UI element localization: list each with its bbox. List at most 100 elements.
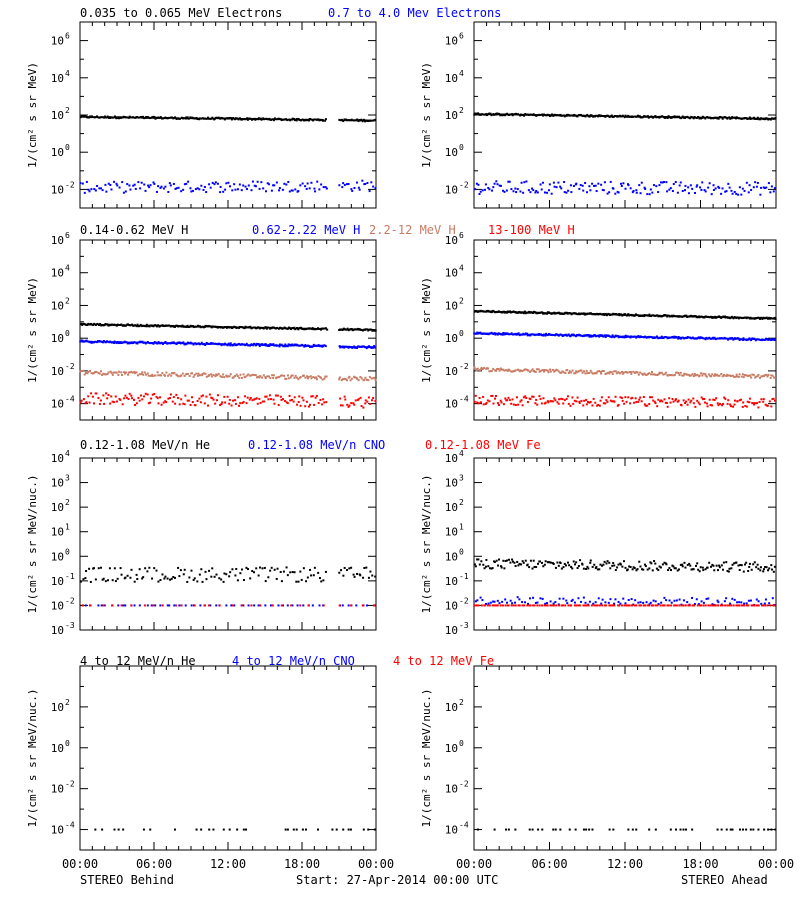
data-point — [229, 571, 232, 574]
y-tick-label-exponent: 6 — [65, 231, 70, 240]
data-point — [514, 601, 517, 604]
data-point — [617, 563, 620, 566]
data-point — [128, 392, 131, 395]
data-point — [656, 405, 659, 408]
data-point — [229, 342, 232, 345]
data-point — [500, 566, 503, 569]
data-point — [717, 117, 720, 120]
data-point — [677, 399, 680, 402]
data-point — [269, 398, 272, 401]
y-tick-label: 10 — [51, 599, 64, 612]
data-point — [87, 395, 90, 398]
data-point — [304, 828, 307, 831]
data-point — [576, 567, 579, 570]
data-point — [342, 182, 345, 185]
data-point — [620, 182, 623, 185]
data-point — [546, 602, 549, 605]
data-point — [88, 567, 91, 570]
data-point — [484, 602, 487, 605]
data-point — [508, 558, 511, 561]
series-protons-behind-2 — [79, 369, 377, 382]
data-point — [495, 604, 498, 607]
data-point — [159, 604, 162, 607]
data-point — [193, 577, 196, 580]
data-point — [552, 562, 555, 565]
data-point — [479, 331, 482, 334]
data-point — [718, 566, 721, 569]
data-point — [94, 578, 97, 581]
data-point — [610, 114, 613, 117]
data-point — [538, 604, 541, 607]
data-point — [535, 566, 538, 569]
data-point — [724, 604, 727, 607]
data-point — [531, 187, 534, 190]
data-point — [703, 189, 706, 192]
data-point — [531, 828, 534, 831]
data-point — [692, 397, 695, 400]
y-tick-label-exponent: 2 — [65, 698, 70, 707]
data-point — [233, 183, 236, 186]
data-point — [144, 567, 147, 570]
data-point — [247, 604, 250, 607]
data-point — [601, 564, 604, 567]
data-point — [524, 368, 527, 371]
data-point — [528, 566, 531, 569]
data-point — [541, 597, 544, 600]
data-point — [200, 568, 203, 571]
data-point — [706, 566, 709, 569]
data-point — [344, 398, 347, 401]
data-point — [645, 601, 648, 604]
data-point — [115, 371, 118, 374]
data-point — [648, 567, 651, 570]
data-point — [182, 341, 185, 344]
data-point — [253, 571, 256, 574]
data-point — [539, 397, 542, 400]
data-point — [717, 374, 720, 377]
data-point — [348, 567, 351, 570]
data-point — [565, 564, 568, 567]
data-point — [120, 604, 123, 607]
data-point — [529, 191, 532, 194]
data-point — [211, 116, 214, 119]
data-point — [743, 602, 746, 605]
data-point — [273, 117, 276, 120]
data-point — [732, 604, 735, 607]
data-point — [772, 570, 775, 573]
series-heavy-low-behind-0 — [79, 566, 377, 583]
x-tick-label: 06:00 — [136, 857, 172, 871]
data-point — [598, 370, 601, 373]
data-point — [306, 576, 309, 579]
data-point — [201, 580, 204, 583]
data-point — [120, 371, 123, 374]
data-point — [275, 577, 278, 580]
data-point — [180, 604, 183, 607]
data-point — [170, 374, 173, 377]
y-tick-label-exponent: 4 — [459, 449, 464, 458]
data-point — [714, 187, 717, 190]
data-point — [278, 343, 281, 346]
data-point — [524, 395, 527, 398]
data-point — [579, 600, 582, 603]
data-point — [271, 374, 274, 377]
y-axis-label: 1/(cm² s sr MeV) — [26, 277, 39, 383]
plot-frame — [79, 665, 377, 851]
data-point — [213, 183, 216, 186]
data-point — [183, 374, 186, 377]
data-point — [573, 399, 576, 402]
data-point — [754, 181, 757, 184]
data-point — [199, 401, 202, 404]
data-point — [673, 567, 676, 570]
data-point — [365, 566, 368, 569]
data-point — [755, 604, 758, 607]
data-point — [110, 371, 113, 374]
data-point — [526, 563, 529, 566]
data-point — [650, 373, 653, 376]
data-point — [260, 181, 263, 184]
data-point — [131, 342, 134, 345]
data-point — [215, 573, 218, 576]
data-point — [569, 404, 572, 407]
data-point — [483, 604, 486, 607]
data-point — [362, 406, 365, 409]
data-point — [223, 376, 226, 379]
data-point — [752, 186, 755, 189]
